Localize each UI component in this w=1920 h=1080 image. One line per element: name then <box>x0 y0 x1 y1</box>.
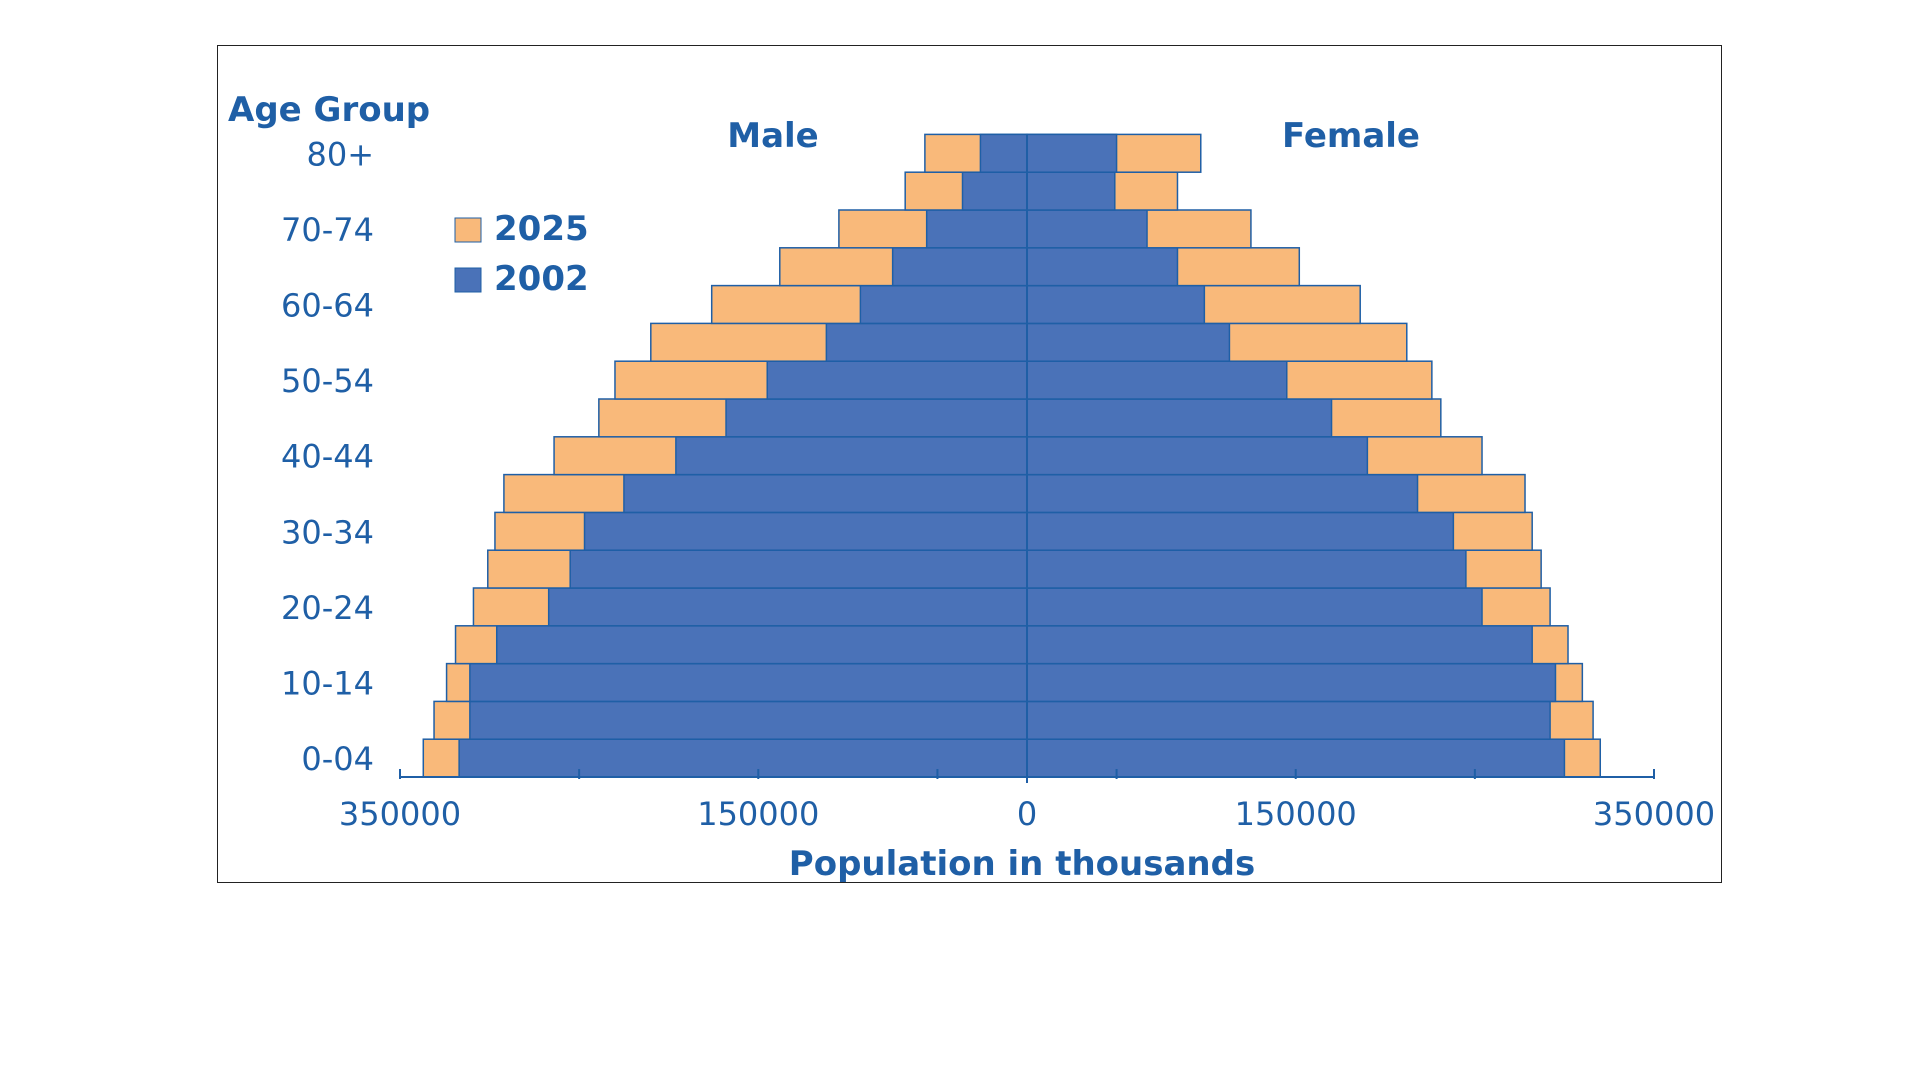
bar-female-2002-55-59 <box>1026 322 1231 362</box>
female-label: Female <box>1282 116 1420 156</box>
bar-male-2002-0-04 <box>458 738 1028 778</box>
bar-male-2002-15-19 <box>495 625 1028 665</box>
age-tick-label: 0-04 <box>301 740 374 778</box>
age-tick-label: 30-34 <box>281 513 374 551</box>
bar-male-2002-65-69 <box>891 247 1028 287</box>
bar-male-2002-35-39 <box>623 473 1028 514</box>
bar-female-2002-10-14 <box>1026 662 1557 703</box>
bar-female-2002-35-39 <box>1026 473 1419 514</box>
bars-layer <box>422 133 1602 778</box>
bar-female-2002-80plus <box>1026 133 1118 173</box>
age-tick-label: 50-54 <box>281 362 374 400</box>
bar-female-2002-40-44 <box>1026 436 1369 476</box>
x-tick-label: 350000 <box>1593 795 1715 833</box>
age-tick-label: 60-64 <box>281 287 374 325</box>
bar-female-2002-45-49 <box>1026 398 1333 438</box>
bar-female-2002-20-24 <box>1026 587 1483 627</box>
x-tick-label: 350000 <box>339 795 461 833</box>
bar-male-2002-70-74 <box>925 209 1028 249</box>
legend-swatch-2002 <box>454 267 482 293</box>
bar-male-2002-55-59 <box>825 322 1028 362</box>
bar-female-2002-30-34 <box>1026 511 1455 551</box>
age-tick-label: 20-24 <box>281 589 374 627</box>
bar-female-2002-75-79 <box>1026 171 1116 211</box>
bar-male-2002-75-79 <box>961 171 1028 211</box>
chart-canvas: 0-04 10-14 20-24 30-34 40-44 50-54 60-64 70-74 8… <box>228 90 1715 884</box>
legend-label-2002: 2002 <box>494 259 589 299</box>
age-tick-label: 40-44 <box>281 438 374 476</box>
age-tick-label: 70-74 <box>281 211 374 249</box>
legend: 2025 2002 <box>454 209 589 299</box>
bar-male-2002-30-34 <box>583 511 1028 551</box>
bar-male-2002-40-44 <box>675 436 1028 476</box>
bar-male-2002-5-09 <box>469 700 1028 740</box>
x-tick-label: 150000 <box>1235 795 1357 833</box>
bar-male-2002-25-29 <box>569 549 1028 589</box>
bar-female-2002-25-29 <box>1026 549 1467 589</box>
age-tick-label: 10-14 <box>281 665 374 703</box>
bar-male-2002-60-64 <box>859 284 1028 325</box>
bar-female-2002-65-69 <box>1026 247 1179 287</box>
population-pyramid-chart: 0-04 10-14 20-24 30-34 40-44 50-54 60-64 70-74 8… <box>217 45 1722 884</box>
x-axis-title: Population in thousands <box>789 844 1255 884</box>
x-tick-label: 0 <box>1017 795 1037 833</box>
bar-female-2002-50-54 <box>1026 360 1288 400</box>
bar-male-2002-45-49 <box>725 398 1028 438</box>
legend-label-2025: 2025 <box>494 209 589 249</box>
bar-female-2002-70-74 <box>1026 209 1148 249</box>
bar-male-2002-10-14 <box>469 662 1028 703</box>
y-axis-title: Age Group <box>228 90 430 130</box>
legend-swatch-2025 <box>454 217 482 243</box>
x-tick-label: 150000 <box>697 795 819 833</box>
axis-layer: 0-04 10-14 20-24 30-34 40-44 50-54 60-64 70-74 8… <box>281 134 1715 833</box>
bar-male-2002-20-24 <box>547 587 1028 627</box>
age-tick-label: 80+ <box>306 135 374 173</box>
bar-female-2002-60-64 <box>1026 284 1206 325</box>
male-label: Male <box>727 116 819 156</box>
bar-female-2002-5-09 <box>1026 700 1551 740</box>
bar-male-2002-50-54 <box>766 360 1028 400</box>
bar-female-2002-15-19 <box>1026 625 1533 665</box>
bar-male-2002-80plus <box>979 133 1028 173</box>
